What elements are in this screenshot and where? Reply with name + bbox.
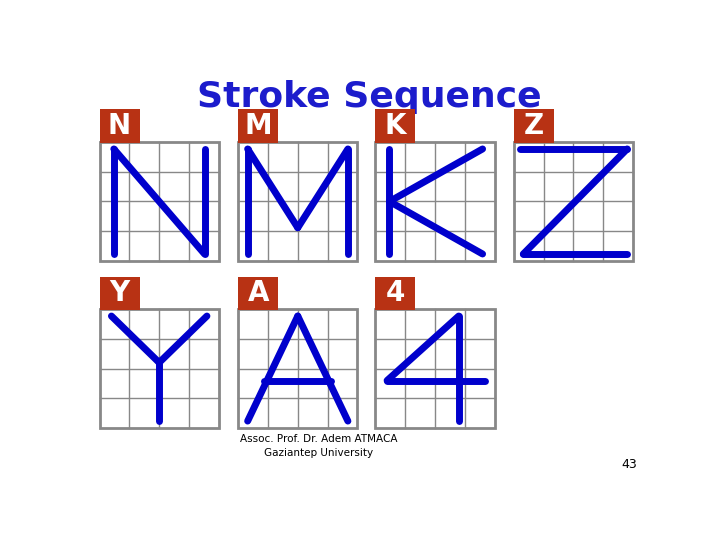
Bar — [238, 142, 357, 261]
Text: Stroke Sequence: Stroke Sequence — [197, 80, 541, 114]
Text: A: A — [248, 280, 269, 307]
Bar — [375, 276, 415, 310]
Bar — [99, 142, 219, 261]
Bar — [99, 276, 140, 310]
Bar — [238, 276, 278, 310]
Bar — [99, 309, 219, 428]
Bar — [238, 110, 278, 143]
Bar — [375, 110, 415, 143]
Text: N: N — [108, 112, 131, 140]
Text: K: K — [384, 112, 406, 140]
Text: Y: Y — [109, 280, 130, 307]
Bar — [375, 142, 495, 261]
Text: 4: 4 — [385, 280, 405, 307]
Bar — [99, 110, 140, 143]
Bar — [375, 309, 495, 428]
Bar — [514, 110, 554, 143]
Text: Assoc. Prof. Dr. Adem ATMACA
Gaziantep University: Assoc. Prof. Dr. Adem ATMACA Gaziantep U… — [240, 434, 397, 457]
Text: M: M — [244, 112, 272, 140]
Text: Z: Z — [523, 112, 544, 140]
Bar — [238, 309, 357, 428]
Text: 43: 43 — [621, 458, 637, 471]
Bar — [514, 142, 633, 261]
